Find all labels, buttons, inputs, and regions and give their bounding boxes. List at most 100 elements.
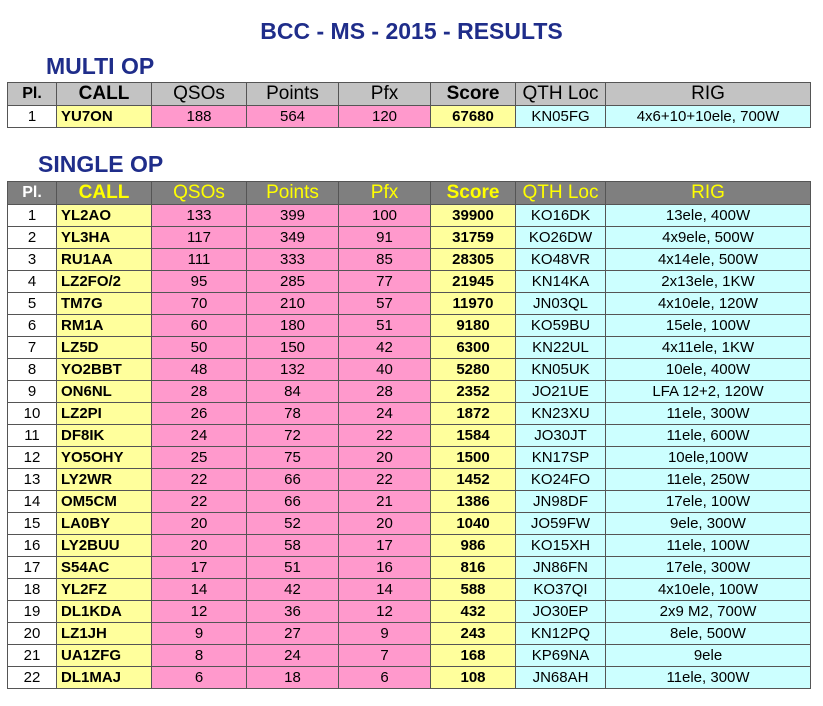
cell-place: 7 bbox=[7, 336, 57, 359]
cell-callsign: LZ1JH bbox=[56, 622, 152, 645]
multi-op-header-row: Pl. CALL QSOs Points Pfx Score QTH Loc R… bbox=[7, 82, 811, 106]
cell-pfx: 40 bbox=[338, 358, 431, 381]
multi-op-heading: MULTI OP bbox=[46, 53, 155, 79]
cell-pfx: 42 bbox=[338, 336, 431, 359]
cell-points: 18 bbox=[246, 666, 339, 689]
cell-place: 1 bbox=[7, 204, 57, 227]
column-header-rig: RIG bbox=[605, 181, 811, 205]
table-row: 2 YL3HA 117 349 91 31759 KO26DW 4x9ele, 500W bbox=[7, 226, 811, 249]
cell-rig: 9ele, 300W bbox=[605, 512, 811, 535]
cell-rig: 10ele, 400W bbox=[605, 358, 811, 381]
cell-pfx: 17 bbox=[338, 534, 431, 557]
cell-pfx: 20 bbox=[338, 446, 431, 469]
cell-place: 6 bbox=[7, 314, 57, 337]
cell-points: 52 bbox=[246, 512, 339, 535]
cell-qth-loc: KO24FO bbox=[515, 468, 606, 491]
cell-qth-loc: KO16DK bbox=[515, 204, 606, 227]
single-op-body: 1 YL2AO 133 399 100 39900 KO16DK 13ele, 400W 2 YL… bbox=[7, 204, 811, 689]
cell-qth-loc: JO21UE bbox=[515, 380, 606, 403]
cell-score: 9180 bbox=[430, 314, 516, 337]
cell-place: 4 bbox=[7, 270, 57, 293]
table-row: 7 LZ5D 50 150 42 6300 KN22UL 4x11ele, 1KW bbox=[7, 336, 811, 359]
cell-rig: 4x10ele, 120W bbox=[605, 292, 811, 315]
cell-score: 1872 bbox=[430, 402, 516, 425]
column-header-pl: Pl. bbox=[7, 82, 57, 106]
cell-score: 986 bbox=[430, 534, 516, 557]
table-row: 5 TM7G 70 210 57 11970 JN03QL 4x10ele, 120W bbox=[7, 292, 811, 315]
cell-callsign: YL2AO bbox=[56, 204, 152, 227]
cell-pfx: 24 bbox=[338, 402, 431, 425]
cell-place: 9 bbox=[7, 380, 57, 403]
cell-callsign: YU7ON bbox=[56, 105, 152, 128]
column-header-pfx: Pfx bbox=[338, 181, 431, 205]
cell-pfx: 51 bbox=[338, 314, 431, 337]
cell-qth-loc: KO59BU bbox=[515, 314, 606, 337]
cell-place: 5 bbox=[7, 292, 57, 315]
cell-callsign: LY2BUU bbox=[56, 534, 152, 557]
cell-qth-loc: KN14KA bbox=[515, 270, 606, 293]
table-row: 19 DL1KDA 12 36 12 432 JO30EP 2x9 M2, 700W bbox=[7, 600, 811, 623]
cell-place: 12 bbox=[7, 446, 57, 469]
cell-callsign: YL2FZ bbox=[56, 578, 152, 601]
cell-qth-loc: JN98DF bbox=[515, 490, 606, 513]
cell-qsos: 8 bbox=[151, 644, 247, 667]
cell-score: 588 bbox=[430, 578, 516, 601]
cell-callsign: YO5OHY bbox=[56, 446, 152, 469]
cell-pfx: 14 bbox=[338, 578, 431, 601]
cell-callsign: ON6NL bbox=[56, 380, 152, 403]
cell-qsos: 6 bbox=[151, 666, 247, 689]
cell-callsign: YO2BBT bbox=[56, 358, 152, 381]
cell-pfx: 7 bbox=[338, 644, 431, 667]
cell-callsign: LY2WR bbox=[56, 468, 152, 491]
cell-qth-loc: JO59FW bbox=[515, 512, 606, 535]
cell-callsign: RM1A bbox=[56, 314, 152, 337]
cell-place: 18 bbox=[7, 578, 57, 601]
cell-rig: 11ele, 250W bbox=[605, 468, 811, 491]
cell-score: 5280 bbox=[430, 358, 516, 381]
table-row: 15 LA0BY 20 52 20 1040 JO59FW 9ele, 300W bbox=[7, 512, 811, 535]
cell-score: 67680 bbox=[430, 105, 516, 128]
cell-qsos: 117 bbox=[151, 226, 247, 249]
multi-op-table: Pl. CALL QSOs Points Pfx Score QTH Loc R… bbox=[7, 82, 811, 128]
table-row: 12 YO5OHY 25 75 20 1500 KN17SP 10ele,100W bbox=[7, 446, 811, 469]
cell-qsos: 188 bbox=[151, 105, 247, 128]
cell-points: 66 bbox=[246, 490, 339, 513]
cell-rig: 10ele,100W bbox=[605, 446, 811, 469]
table-row: 20 LZ1JH 9 27 9 243 KN12PQ 8ele, 500W bbox=[7, 622, 811, 645]
cell-callsign: LZ2PI bbox=[56, 402, 152, 425]
cell-points: 210 bbox=[246, 292, 339, 315]
cell-score: 28305 bbox=[430, 248, 516, 271]
cell-score: 1500 bbox=[430, 446, 516, 469]
cell-callsign: S54AC bbox=[56, 556, 152, 579]
table-row: 18 YL2FZ 14 42 14 588 KO37QI 4x10ele, 100W bbox=[7, 578, 811, 601]
cell-callsign: LZ5D bbox=[56, 336, 152, 359]
cell-qsos: 17 bbox=[151, 556, 247, 579]
cell-qth-loc: JO30EP bbox=[515, 600, 606, 623]
cell-qsos: 26 bbox=[151, 402, 247, 425]
column-header-points: Points bbox=[246, 181, 339, 205]
column-header-qth-loc: QTH Loc bbox=[515, 181, 606, 205]
cell-qsos: 60 bbox=[151, 314, 247, 337]
cell-points: 132 bbox=[246, 358, 339, 381]
cell-points: 84 bbox=[246, 380, 339, 403]
cell-points: 58 bbox=[246, 534, 339, 557]
cell-points: 51 bbox=[246, 556, 339, 579]
cell-pfx: 100 bbox=[338, 204, 431, 227]
cell-pfx: 22 bbox=[338, 424, 431, 447]
cell-place: 2 bbox=[7, 226, 57, 249]
column-header-rig: RIG bbox=[605, 82, 811, 106]
cell-score: 108 bbox=[430, 666, 516, 689]
table-row: 9 ON6NL 28 84 28 2352 JO21UE LFA 12+2, 120W bbox=[7, 380, 811, 403]
cell-qth-loc: JN86FN bbox=[515, 556, 606, 579]
cell-qsos: 25 bbox=[151, 446, 247, 469]
cell-points: 180 bbox=[246, 314, 339, 337]
table-row: 10 LZ2PI 26 78 24 1872 KN23XU 11ele, 300W bbox=[7, 402, 811, 425]
table-row: 8 YO2BBT 48 132 40 5280 KN05UK 10ele, 400W bbox=[7, 358, 811, 381]
cell-points: 24 bbox=[246, 644, 339, 667]
cell-rig: 17ele, 100W bbox=[605, 490, 811, 513]
cell-qsos: 70 bbox=[151, 292, 247, 315]
cell-pfx: 6 bbox=[338, 666, 431, 689]
cell-rig: LFA 12+2, 120W bbox=[605, 380, 811, 403]
cell-qth-loc: KO37QI bbox=[515, 578, 606, 601]
cell-points: 399 bbox=[246, 204, 339, 227]
